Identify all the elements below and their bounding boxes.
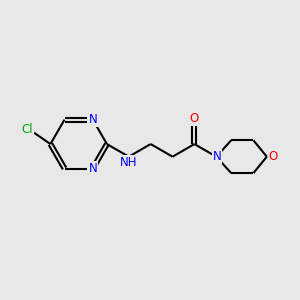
Text: O: O <box>190 112 199 125</box>
Text: Cl: Cl <box>22 123 33 136</box>
Text: O: O <box>269 150 278 163</box>
Text: NH: NH <box>120 155 137 169</box>
Text: N: N <box>212 150 221 163</box>
Text: N: N <box>88 162 97 175</box>
Text: N: N <box>88 113 97 126</box>
